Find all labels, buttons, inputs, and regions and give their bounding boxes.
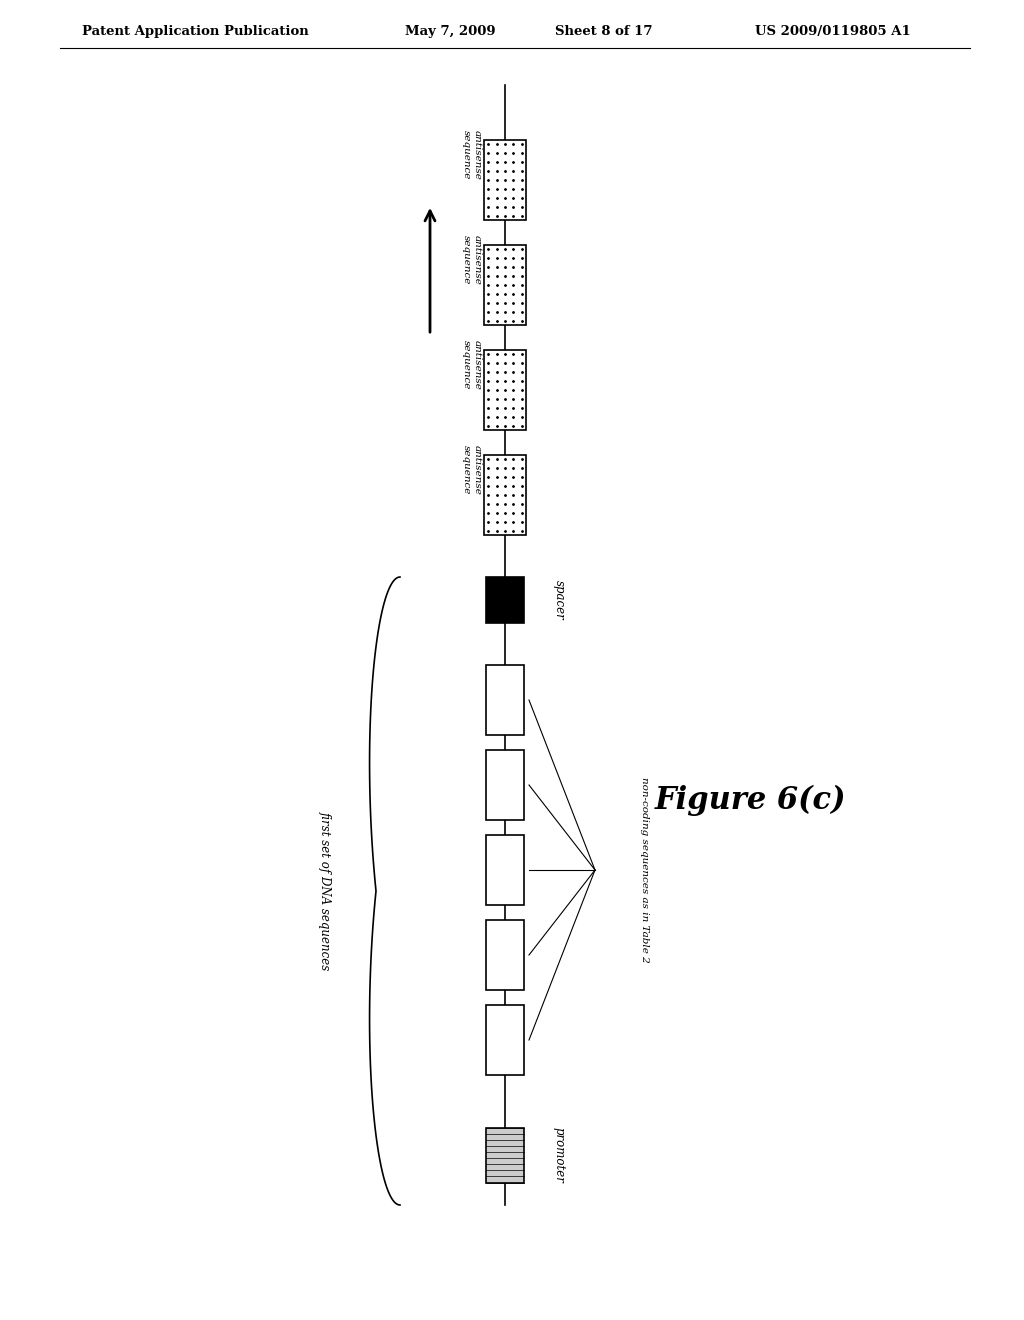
Text: antisense
sequence: antisense sequence [462, 445, 481, 495]
Text: promoter: promoter [553, 1127, 565, 1183]
Text: non-coding sequences as in Table 2: non-coding sequences as in Table 2 [640, 777, 649, 962]
Text: antisense
sequence: antisense sequence [462, 235, 481, 285]
Text: Sheet 8 of 17: Sheet 8 of 17 [555, 25, 652, 38]
Polygon shape [486, 1005, 524, 1074]
Polygon shape [486, 920, 524, 990]
Text: US 2009/0119805 A1: US 2009/0119805 A1 [755, 25, 910, 38]
Polygon shape [484, 350, 526, 430]
Text: antisense
sequence: antisense sequence [462, 131, 481, 180]
Polygon shape [484, 246, 526, 325]
Polygon shape [486, 750, 524, 820]
Text: Patent Application Publication: Patent Application Publication [82, 25, 309, 38]
Text: May 7, 2009: May 7, 2009 [406, 25, 496, 38]
Polygon shape [486, 577, 524, 623]
Text: antisense
sequence: antisense sequence [462, 341, 481, 389]
Polygon shape [484, 455, 526, 535]
Polygon shape [486, 1127, 524, 1183]
Polygon shape [486, 836, 524, 906]
Text: spacer: spacer [553, 579, 565, 620]
Text: Figure 6(c): Figure 6(c) [654, 784, 846, 816]
Polygon shape [486, 665, 524, 735]
Text: first set of DNA sequences: first set of DNA sequences [318, 812, 332, 970]
Polygon shape [484, 140, 526, 220]
